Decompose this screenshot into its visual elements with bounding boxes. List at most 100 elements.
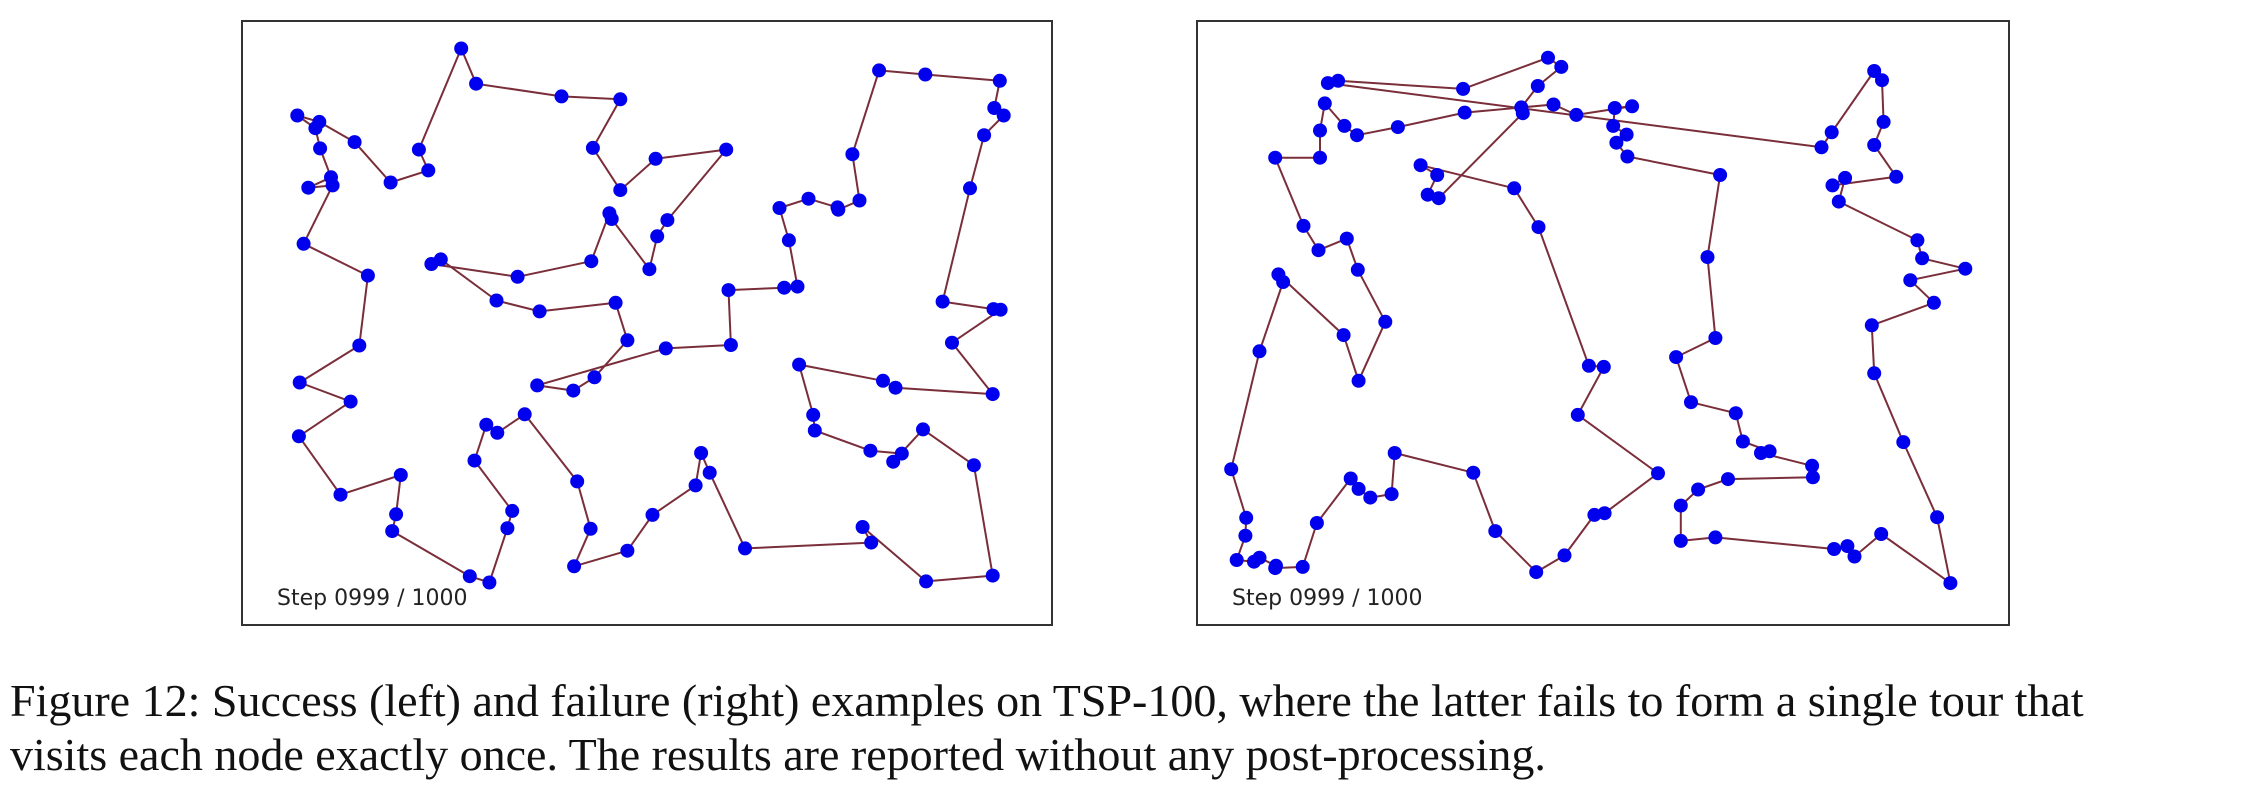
city-node	[916, 422, 930, 437]
tour-edge	[1563, 514, 1596, 556]
city-node	[1309, 516, 1324, 530]
city-node	[1831, 194, 1846, 209]
city-node	[1874, 527, 1889, 541]
city-node	[945, 335, 959, 350]
city-node	[806, 407, 821, 422]
city-node	[993, 302, 1008, 317]
tour-edge	[475, 82, 562, 98]
city-node	[1570, 407, 1585, 422]
tour-edge	[593, 339, 629, 378]
tour-edge	[1921, 257, 1966, 270]
tour-edge	[926, 574, 993, 583]
caption-line-1: Figure 12: Success (left) and failure (r…	[10, 675, 2084, 726]
city-node	[1271, 267, 1286, 282]
city-node	[1847, 549, 1862, 564]
tour-edge	[1537, 226, 1590, 367]
tour-edge	[1880, 533, 1951, 584]
city-node	[1606, 118, 1621, 133]
city-node	[645, 507, 660, 522]
city-node	[1456, 81, 1471, 96]
city-node	[1708, 530, 1723, 545]
tour-edge	[353, 141, 392, 184]
city-node	[845, 147, 860, 162]
city-node	[1420, 187, 1435, 202]
city-node	[1252, 344, 1267, 359]
city-node	[1867, 138, 1882, 152]
city-node	[723, 338, 738, 352]
city-node	[389, 507, 404, 522]
tour-edge	[1462, 56, 1549, 90]
city-node	[721, 283, 736, 298]
tour-edge	[861, 526, 927, 583]
figure-caption: Figure 12: Success (left) and failure (r…	[10, 674, 2240, 782]
city-node	[1336, 328, 1351, 343]
city-node	[985, 387, 1000, 402]
tour-edge	[1577, 414, 1659, 475]
city-node	[888, 380, 903, 395]
tour-edge	[417, 48, 463, 150]
city-node	[613, 92, 628, 107]
tour-edge	[1576, 366, 1605, 416]
city-node	[1651, 466, 1665, 481]
city-node	[790, 279, 805, 294]
city-node	[479, 417, 494, 432]
city-node	[301, 180, 316, 195]
city-node	[1587, 507, 1602, 522]
city-node	[1669, 350, 1684, 365]
city-node	[469, 76, 484, 91]
tour-edge	[302, 184, 334, 245]
tour-edge	[1464, 103, 1554, 114]
city-node	[385, 524, 400, 539]
tour-edge	[1604, 472, 1659, 515]
tour-edge	[1230, 351, 1261, 470]
city-node	[1867, 366, 1882, 381]
city-node	[613, 183, 628, 198]
tour-edge	[299, 344, 360, 384]
city-node	[467, 453, 482, 468]
city-node	[454, 41, 469, 56]
city-node	[296, 236, 311, 251]
tour-edge	[303, 242, 369, 277]
tour-edge	[576, 481, 592, 530]
tour-edge	[391, 530, 471, 578]
tour-edge	[1230, 468, 1248, 519]
tour-edge	[592, 147, 622, 191]
city-node	[1867, 64, 1882, 78]
city-node	[1554, 59, 1569, 74]
city-node	[554, 89, 569, 104]
city-node	[1431, 191, 1446, 206]
tour-edge	[523, 413, 578, 483]
city-node	[1384, 487, 1399, 502]
tour-edge	[298, 400, 352, 438]
tour-edge	[1830, 70, 1876, 133]
city-node	[360, 268, 375, 283]
city-node	[1541, 50, 1555, 65]
city-node	[966, 458, 981, 473]
city-node	[719, 142, 734, 157]
city-node	[1378, 314, 1393, 329]
tour-edge	[1727, 476, 1813, 481]
city-node	[1708, 331, 1723, 345]
city-node	[1296, 218, 1311, 233]
tour-edge	[1910, 267, 1966, 282]
city-node	[291, 429, 306, 444]
city-node	[1238, 528, 1253, 543]
city-node	[411, 142, 426, 157]
right-tour-plot	[1224, 50, 1973, 591]
city-node	[1700, 250, 1715, 265]
tour-edge	[1356, 269, 1387, 323]
tour-edge	[1627, 155, 1721, 176]
city-node	[985, 568, 1000, 583]
city-node	[313, 141, 328, 156]
city-node	[1350, 262, 1365, 277]
tour-edge	[1357, 321, 1387, 382]
city-node	[1313, 150, 1327, 165]
city-node	[1625, 99, 1640, 114]
tour-edge	[610, 218, 651, 270]
city-node	[1915, 251, 1930, 266]
city-node	[490, 425, 505, 440]
city-node	[1735, 434, 1750, 449]
tour-edge	[431, 263, 518, 278]
tour-edge	[573, 549, 628, 568]
city-node	[1943, 576, 1958, 591]
